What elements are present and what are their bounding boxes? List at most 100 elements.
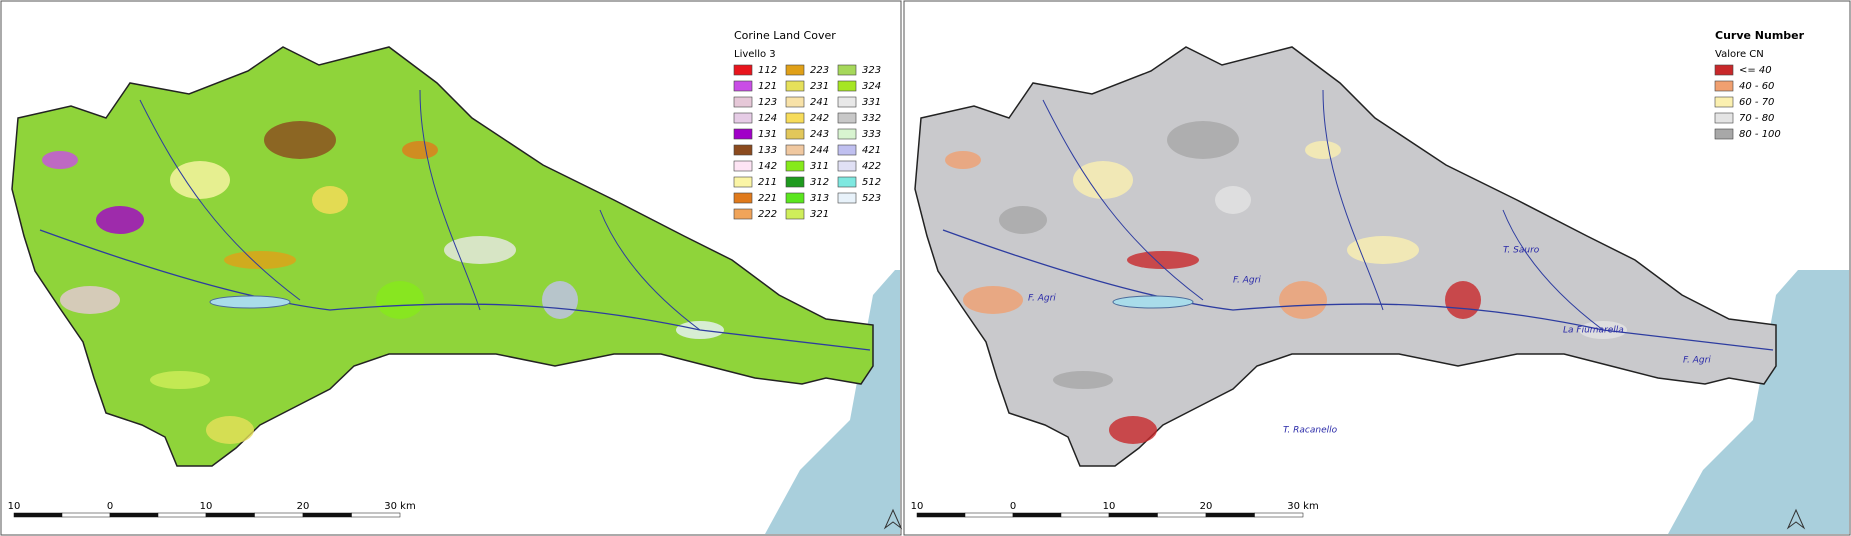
legend-swatch — [837, 80, 857, 92]
legend-label: 221 — [758, 193, 777, 204]
legend-label: 223 — [810, 65, 829, 76]
legend-title: Corine Land Cover — [734, 29, 836, 42]
north-arrow — [1786, 508, 1806, 530]
legend-label: 222 — [758, 209, 777, 220]
legend-swatch — [733, 160, 753, 172]
legend-label: 123 — [758, 97, 777, 108]
land-patch — [1053, 371, 1113, 389]
left-panel: Corine Land Cover Livello 3 112 121 123 124 13… — [0, 0, 903, 536]
legend-swatch — [785, 176, 805, 188]
scale-label: 20 — [297, 501, 310, 512]
legend-label: 311 — [810, 161, 829, 172]
legend-label: 121 — [758, 81, 777, 92]
legend-label: 142 — [758, 161, 777, 172]
land-patch — [963, 286, 1023, 314]
land-patch — [1109, 416, 1157, 444]
land-patch — [1215, 186, 1251, 214]
scale-segment — [964, 512, 1014, 518]
land-patch — [945, 151, 981, 169]
scale-label: 20 — [1200, 501, 1213, 512]
river-label: La Fiumarella — [1563, 326, 1624, 336]
legend-swatch — [837, 176, 857, 188]
legend-label: 70 - 80 — [1739, 113, 1774, 124]
land-patch — [264, 121, 336, 159]
legend-swatch — [785, 64, 805, 76]
legend-swatch — [733, 80, 753, 92]
river — [942, 229, 1774, 351]
legend-subtitle: Valore CN — [1715, 49, 1764, 60]
scale-label: 10 — [200, 501, 213, 512]
scale-segment — [1108, 512, 1158, 518]
legend-swatch — [837, 96, 857, 108]
scale-segment — [13, 512, 63, 518]
scale-label: 10 — [911, 501, 924, 512]
legend-label: 512 — [862, 177, 881, 188]
land-patch — [1305, 141, 1341, 159]
legend-swatch — [785, 96, 805, 108]
legend-label: 523 — [862, 193, 881, 204]
scale-segment — [916, 512, 966, 518]
scale-segment — [1254, 512, 1304, 518]
land-patch — [1347, 236, 1419, 264]
legend-label: 323 — [862, 65, 881, 76]
scale-label: 30 km — [1287, 501, 1318, 512]
legend-label: 312 — [810, 177, 829, 188]
land-patch — [402, 141, 438, 159]
land-patch — [206, 416, 254, 444]
scale-segment — [254, 512, 304, 518]
river-label: T. Racanello — [1283, 426, 1338, 436]
legend-label: 131 — [758, 129, 777, 140]
legend-swatch — [733, 176, 753, 188]
river-label: F. Agri — [1233, 276, 1261, 286]
legend-swatch — [1714, 96, 1734, 108]
land-patch — [1445, 281, 1481, 319]
legend-swatch — [733, 112, 753, 124]
legend-label: 321 — [810, 209, 829, 220]
legend-swatch — [1714, 128, 1734, 140]
legend-swatch — [733, 192, 753, 204]
scale-label: 10 — [1103, 501, 1116, 512]
land-patch — [150, 371, 210, 389]
land-patch — [170, 161, 230, 199]
legend-label: 331 — [862, 97, 881, 108]
legend-label: 211 — [758, 177, 777, 188]
sea — [1668, 270, 1849, 534]
land-patch — [42, 151, 78, 169]
legend-swatch — [837, 144, 857, 156]
legend-label: 332 — [862, 113, 881, 124]
legend-swatch — [1714, 112, 1734, 124]
lake — [209, 295, 291, 309]
legend-swatch — [733, 208, 753, 220]
legend-label: 422 — [862, 161, 881, 172]
scale-segment — [302, 512, 352, 518]
legend-swatch — [785, 144, 805, 156]
river — [39, 229, 871, 351]
legend-swatch — [785, 208, 805, 220]
scale-label: 0 — [1010, 501, 1016, 512]
land-patch — [224, 251, 296, 269]
legend-swatch — [733, 96, 753, 108]
land-patch — [60, 286, 120, 314]
legend-swatch — [733, 144, 753, 156]
river-label: T. Sauro — [1503, 246, 1540, 256]
land-patch — [1279, 281, 1327, 319]
land-patch — [444, 236, 516, 264]
scale-segment — [1157, 512, 1207, 518]
river-label: F. Agri — [1683, 356, 1711, 366]
legend-label: 112 — [758, 65, 777, 76]
river-label: F. Agri — [1028, 294, 1056, 304]
land-patch — [1127, 251, 1199, 269]
legend-swatch — [837, 112, 857, 124]
legend-label: 80 - 100 — [1739, 129, 1781, 140]
legend-label: 244 — [810, 145, 829, 156]
scale-segment — [1012, 512, 1062, 518]
legend-label: 333 — [862, 129, 881, 140]
land-patch — [1167, 121, 1239, 159]
legend-swatch — [837, 160, 857, 172]
legend-label: 324 — [862, 81, 881, 92]
legend-label: 242 — [810, 113, 829, 124]
scale-segment — [1060, 512, 1110, 518]
legend-label: 243 — [810, 129, 829, 140]
